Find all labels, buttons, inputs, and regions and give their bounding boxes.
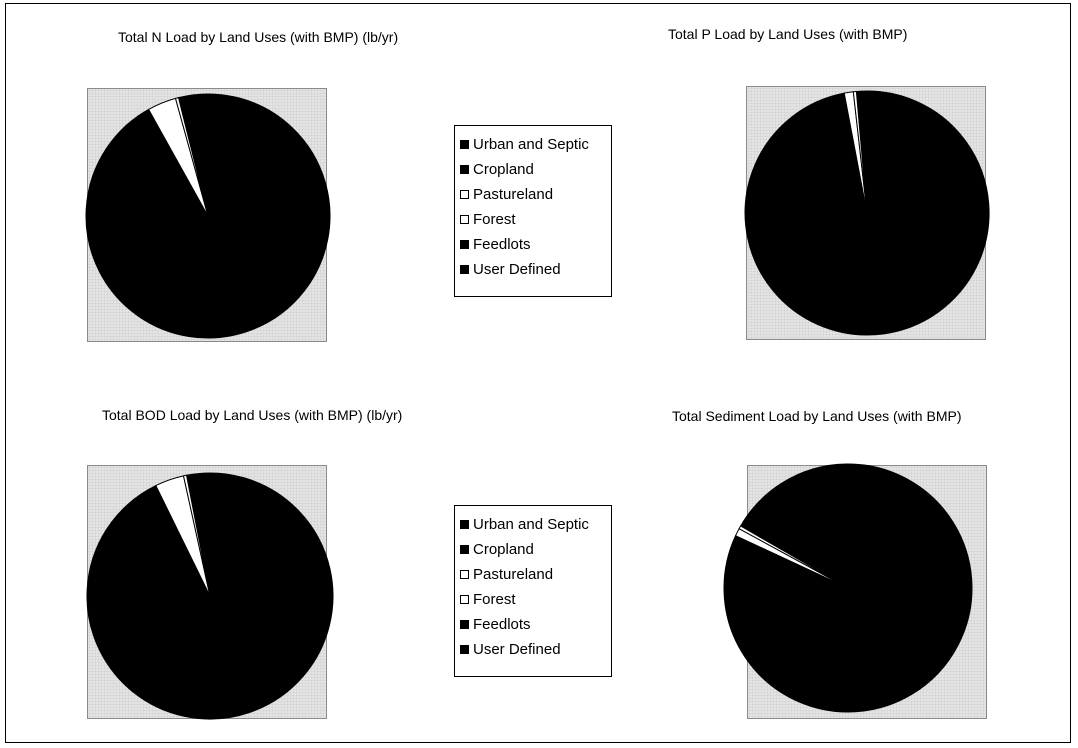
chart-title-sediment-load: Total Sediment Load by Land Uses (with B… [672, 408, 962, 424]
legend-label: Feedlots [473, 236, 531, 253]
legend-item: Feedlots [460, 232, 611, 257]
legend-swatch [460, 215, 469, 224]
pie-n-load [85, 93, 331, 339]
chart-title-n-load: Total N Load by Land Uses (with BMP) (lb… [118, 29, 399, 45]
legend-item: User Defined [460, 637, 611, 662]
legend-label: Urban and Septic [473, 516, 589, 533]
chart-title-p-load: Total P Load by Land Uses (with BMP) [668, 26, 908, 42]
legend-label: Pastureland [473, 186, 554, 203]
plot-area-n-load [85, 88, 331, 342]
legend-swatch [460, 595, 469, 604]
legend-label: Urban and Septic [473, 136, 589, 153]
legend-label: Feedlots [473, 616, 531, 633]
legend-swatch [460, 520, 469, 529]
pie-slice-forest [174, 97, 209, 217]
legend-swatch [460, 620, 469, 629]
pie-slice-forest [852, 90, 868, 214]
legend-item: Pastureland [460, 562, 611, 587]
legend-label: Forest [473, 591, 516, 608]
legend-label: Forest [473, 211, 516, 228]
pie-slice-forest [738, 525, 849, 589]
legend-label: Pastureland [473, 566, 554, 583]
legend-swatch [460, 265, 469, 274]
plot-area-bod-load [86, 465, 334, 720]
legend-label: User Defined [473, 641, 561, 658]
legend-swatch [460, 570, 469, 579]
pie-slice-forest [182, 474, 211, 597]
legend-item: Forest [460, 207, 611, 232]
legend-item: Pastureland [460, 182, 611, 207]
legend-swatch [460, 190, 469, 199]
legend-item: Urban and Septic [460, 132, 611, 157]
legend-item: Cropland [460, 537, 611, 562]
pie-p-load [744, 90, 990, 336]
legend-swatch [460, 165, 469, 174]
pie-sediment-load [723, 463, 973, 713]
legend-item: User Defined [460, 257, 611, 282]
plot-area-sediment-load [723, 463, 987, 719]
legend-item: Urban and Septic [460, 512, 611, 537]
legend-swatch [460, 645, 469, 654]
legend-bottom: Urban and Septic Cropland Pastureland Fo… [454, 505, 612, 677]
legend-swatch [460, 545, 469, 554]
legend-top: Urban and Septic Cropland Pastureland Fo… [454, 125, 612, 297]
chart-title-bod-load: Total BOD Load by Land Uses (with BMP) (… [102, 407, 403, 423]
pie-bod-load [86, 472, 334, 720]
legend-item: Cropland [460, 157, 611, 182]
plot-area-p-load [744, 86, 990, 340]
legend-item: Feedlots [460, 612, 611, 637]
legend-swatch [460, 140, 469, 149]
legend-label: Cropland [473, 541, 534, 558]
legend-item: Forest [460, 587, 611, 612]
legend-swatch [460, 240, 469, 249]
legend-label: Cropland [473, 161, 534, 178]
legend-label: User Defined [473, 261, 561, 278]
